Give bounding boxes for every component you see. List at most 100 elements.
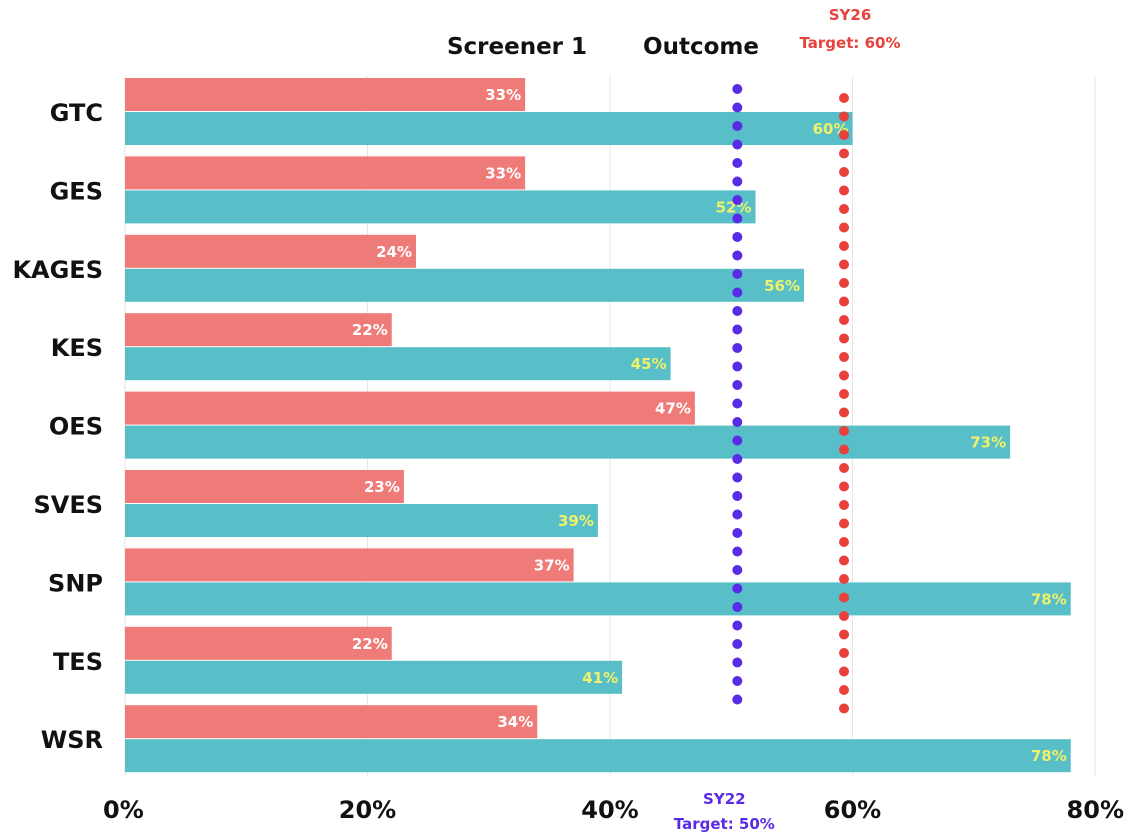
reference-dot — [732, 361, 743, 372]
reference-dot — [732, 491, 743, 501]
data-label: 41% — [582, 669, 618, 687]
x-tick-label: 0% — [103, 796, 144, 824]
x-tick-label: 20% — [339, 796, 396, 824]
reference-dot — [732, 676, 743, 686]
reference-dot — [839, 278, 850, 288]
data-label: 47% — [655, 400, 691, 418]
reference-dot — [732, 306, 743, 316]
reference-dot — [732, 195, 743, 205]
reference-dot — [839, 111, 850, 122]
category-label: WSR — [41, 726, 103, 754]
reference-dot — [732, 528, 743, 538]
reference-dot — [839, 296, 850, 307]
reference-dot — [839, 167, 850, 177]
data-label: 39% — [558, 512, 594, 530]
bar — [125, 470, 404, 503]
reference-dot — [732, 657, 743, 668]
data-label: 78% — [1031, 590, 1067, 608]
reference-dot — [732, 269, 743, 279]
bar — [125, 78, 526, 111]
reference-dot — [732, 250, 743, 261]
bar — [125, 268, 804, 302]
reference-label: Target: 60% — [799, 34, 900, 52]
reference-dot — [839, 93, 850, 103]
reference-dot — [839, 370, 850, 381]
reference-dot — [732, 232, 743, 242]
reference-dot — [732, 435, 743, 446]
x-tick-label: 40% — [581, 796, 638, 824]
reference-dot — [732, 213, 743, 224]
data-label: 52% — [716, 198, 752, 216]
reference-dot — [839, 315, 850, 325]
bar — [125, 190, 756, 224]
data-label: 33% — [485, 86, 521, 104]
reference-dot — [839, 629, 850, 640]
data-label: 73% — [970, 434, 1006, 452]
bar — [125, 425, 1011, 459]
reference-dot — [839, 333, 850, 344]
reference-dot — [732, 139, 743, 150]
bar — [125, 705, 538, 739]
reference-line: SY26 Target: 60% — [799, 6, 901, 714]
reference-dot — [839, 259, 850, 270]
bar — [125, 548, 574, 582]
reference-dot — [732, 639, 743, 649]
bar — [125, 582, 1071, 616]
legend-item-label: Screener 1 — [447, 34, 587, 60]
bars: 33%60%33%52%24%56%22%45%47%73%23%39%37%7… — [125, 78, 1071, 773]
reference-dot — [732, 565, 743, 575]
reference-dot — [732, 620, 743, 631]
reference-dot — [732, 324, 743, 335]
legend: Screener 1 Outcome — [447, 34, 759, 60]
data-label: 34% — [497, 713, 533, 731]
reference-label: SY22 — [703, 790, 746, 808]
reference-dot — [732, 694, 743, 705]
reference-dot — [732, 121, 743, 131]
data-label: 23% — [364, 478, 400, 496]
reference-dot — [839, 703, 850, 714]
reference-dot — [732, 343, 743, 353]
x-tick-label: 80% — [1067, 796, 1124, 824]
legend-item-label: Outcome — [643, 34, 759, 60]
bar — [125, 660, 623, 694]
data-label: 22% — [352, 635, 388, 653]
reference-dot — [839, 407, 850, 418]
reference-dot — [839, 648, 850, 658]
reference-dot — [839, 444, 850, 455]
reference-dot — [732, 509, 743, 520]
category-label: KES — [51, 334, 103, 362]
data-label: 37% — [534, 556, 570, 574]
reference-dot — [732, 84, 743, 94]
data-label: 45% — [631, 355, 667, 373]
reference-dot — [732, 380, 743, 390]
reference-dot — [839, 222, 850, 233]
x-tick-label: 60% — [824, 796, 881, 824]
reference-lines: SY22 Target: 50% SY26 Target: 60% — [674, 6, 901, 833]
data-label: 24% — [376, 243, 412, 261]
reference-dot — [732, 417, 743, 427]
category-label: GTC — [50, 99, 103, 127]
reference-dot — [732, 102, 743, 113]
bar — [125, 391, 695, 425]
reference-dot — [839, 352, 850, 362]
reference-dot — [732, 287, 743, 298]
reference-dot — [839, 574, 850, 584]
reference-dot — [839, 204, 850, 214]
bar — [125, 739, 1071, 773]
reference-dot — [839, 148, 850, 159]
data-label: 22% — [352, 321, 388, 339]
data-label: 33% — [485, 164, 521, 182]
data-label: 78% — [1031, 747, 1067, 765]
category-label: OES — [49, 413, 103, 441]
bar — [125, 504, 598, 537]
reference-dot — [839, 241, 850, 251]
reference-dot — [839, 463, 850, 473]
category-label: TES — [53, 648, 103, 676]
x-axis: 0% 20% 40% 60% 80% — [103, 796, 1124, 824]
reference-dot — [732, 454, 743, 464]
data-label: 56% — [764, 277, 800, 295]
reference-dot — [732, 472, 743, 483]
category-label: SNP — [48, 569, 103, 597]
reference-dot — [839, 611, 850, 621]
